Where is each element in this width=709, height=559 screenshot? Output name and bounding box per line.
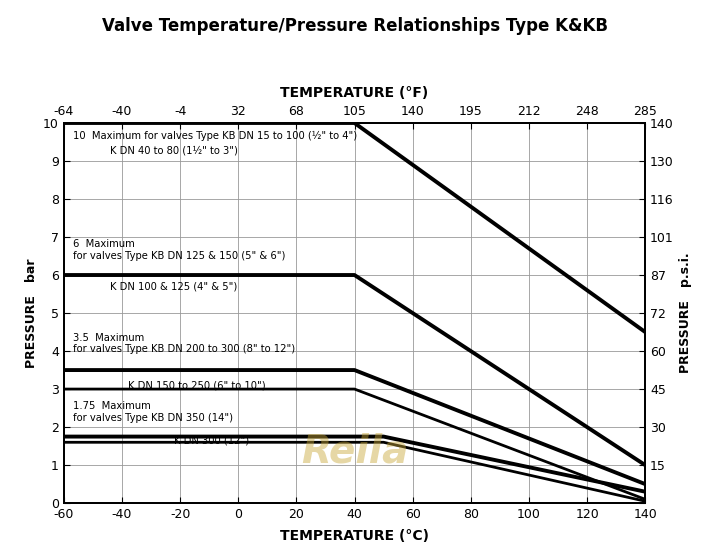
Y-axis label: PRESSURE   p.s.i.: PRESSURE p.s.i. <box>679 253 693 373</box>
Text: 6  Maximum
for valves Type KB DN 125 & 150 (5" & 6"): 6 Maximum for valves Type KB DN 125 & 15… <box>72 239 285 260</box>
Text: Valve Temperature/Pressure Relationships Type K&KB: Valve Temperature/Pressure Relationships… <box>101 17 608 35</box>
Text: 3.5  Maximum
for valves Type KB DN 200 to 300 (8" to 12"): 3.5 Maximum for valves Type KB DN 200 to… <box>72 333 295 354</box>
Text: K DN 40 to 80 (1½" to 3"): K DN 40 to 80 (1½" to 3") <box>111 145 238 155</box>
Text: K DN 150 to 250 (6" to 10"): K DN 150 to 250 (6" to 10") <box>128 381 265 391</box>
Text: K DN 100 & 125 (4" & 5"): K DN 100 & 125 (4" & 5") <box>111 282 238 292</box>
Text: 1.75  Maximum
for valves Type KB DN 350 (14"): 1.75 Maximum for valves Type KB DN 350 (… <box>72 401 233 423</box>
Y-axis label: PRESSURE   bar: PRESSURE bar <box>25 258 38 368</box>
X-axis label: TEMPERATURE (°C): TEMPERATURE (°C) <box>280 529 429 543</box>
Text: K DN 300 (12"): K DN 300 (12") <box>174 435 250 446</box>
Text: Reila: Reila <box>301 433 408 471</box>
Text: 10  Maximum for valves Type KB DN 15 to 100 (½" to 4"): 10 Maximum for valves Type KB DN 15 to 1… <box>72 131 357 141</box>
X-axis label: TEMPERATURE (°F): TEMPERATURE (°F) <box>280 86 429 100</box>
